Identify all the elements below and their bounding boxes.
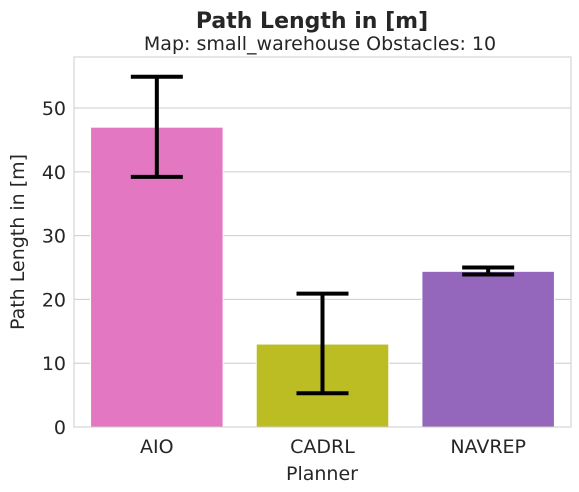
x-tick-label: CADRL <box>290 436 355 458</box>
x-tick-labels: AIO CADRL NAVREP <box>140 436 526 458</box>
y-tick-label: 0 <box>54 417 66 439</box>
x-tick-label: AIO <box>140 436 174 458</box>
plot-frame <box>73 56 572 428</box>
chart-subtitle: Map: small_warehouse Obstacles: 10 <box>144 33 496 55</box>
bar-navrep <box>421 270 555 428</box>
x-tick-label: NAVREP <box>450 436 526 458</box>
y-tick-label: 50 <box>42 98 66 120</box>
y-axis-label: Path Length in [m] <box>7 154 29 330</box>
chart-title: Path Length in [m] <box>196 9 428 34</box>
y-tick-label: 10 <box>42 353 66 375</box>
y-tick-label: 40 <box>42 162 66 184</box>
x-axis-label: Planner <box>286 463 358 485</box>
error-bars <box>130 74 515 396</box>
bars <box>90 126 555 428</box>
y-tick-label: 30 <box>42 226 66 248</box>
y-tick-label: 20 <box>42 289 66 311</box>
y-tick-labels: 0 10 20 30 40 50 <box>42 98 66 439</box>
